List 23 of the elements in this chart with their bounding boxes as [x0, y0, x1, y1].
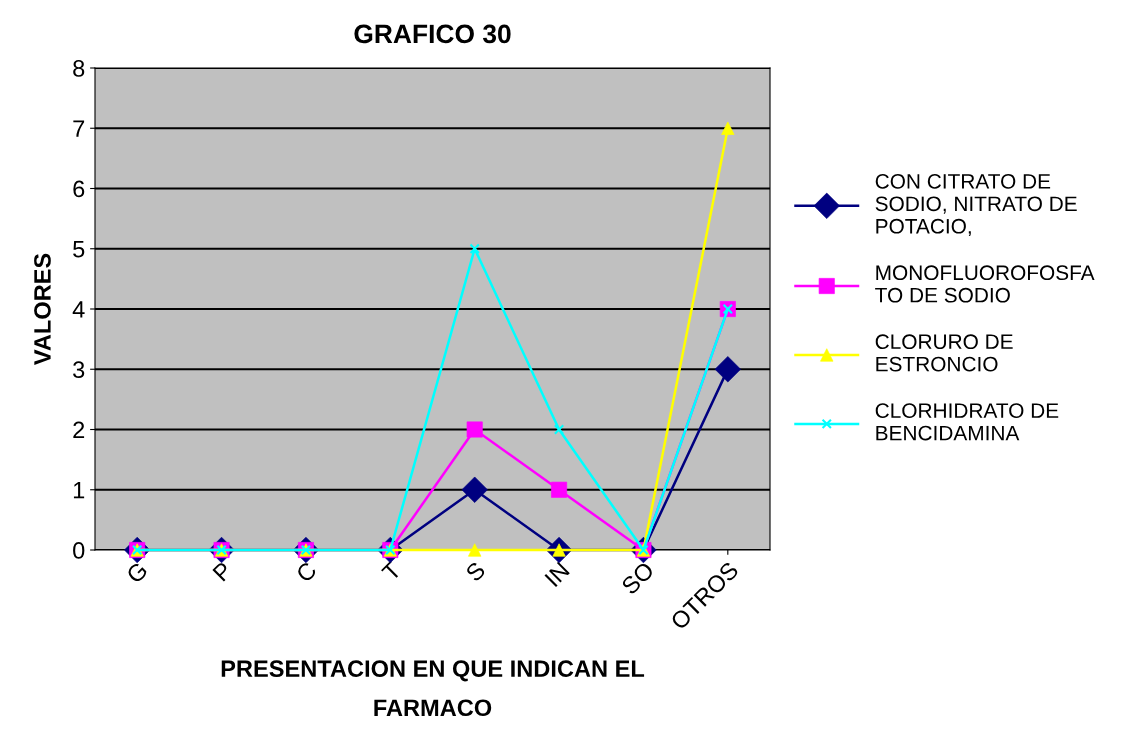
- y-tick-label: 2: [73, 421, 85, 439]
- y-tick-label: 4: [72, 301, 85, 318]
- x-tick-label: C: [295, 560, 318, 584]
- x-tick-label: T: [381, 560, 403, 582]
- y-axis-title: VALORES: [34, 253, 51, 366]
- y-tick-label: 8: [73, 60, 85, 77]
- legend-label: MONOFLUOROFOSFA TO DE SODIO: [875, 265, 1095, 303]
- y-tick-label: 3: [73, 361, 85, 379]
- y-tick-label: 5: [73, 241, 85, 258]
- x-tick-label: IN: [544, 561, 570, 587]
- x-tick-label: SO: [620, 560, 655, 596]
- legend-label: CLORURO DE ESTRONCIO: [875, 334, 1013, 372]
- x-tick-label: G: [125, 561, 149, 585]
- x-tick-label: S: [464, 560, 487, 583]
- y-tick-label: 6: [73, 180, 85, 198]
- y-tick-label: 1: [73, 482, 85, 499]
- chart-title: GRAFICO 30: [354, 24, 511, 44]
- x-tick-label: P: [212, 561, 233, 582]
- y-tick-label: 7: [73, 120, 85, 137]
- y-tick-label: 0: [73, 542, 85, 559]
- legend-label: CLORHIDRATO DE BENCIDAMINA: [875, 403, 1059, 441]
- legend-label: CON CITRATO DE SODIO, NITRATO DE POTACIO,: [875, 173, 1077, 237]
- x-axis-title: PRESENTACION EN QUE INDICAN EL FARMACO: [221, 660, 645, 717]
